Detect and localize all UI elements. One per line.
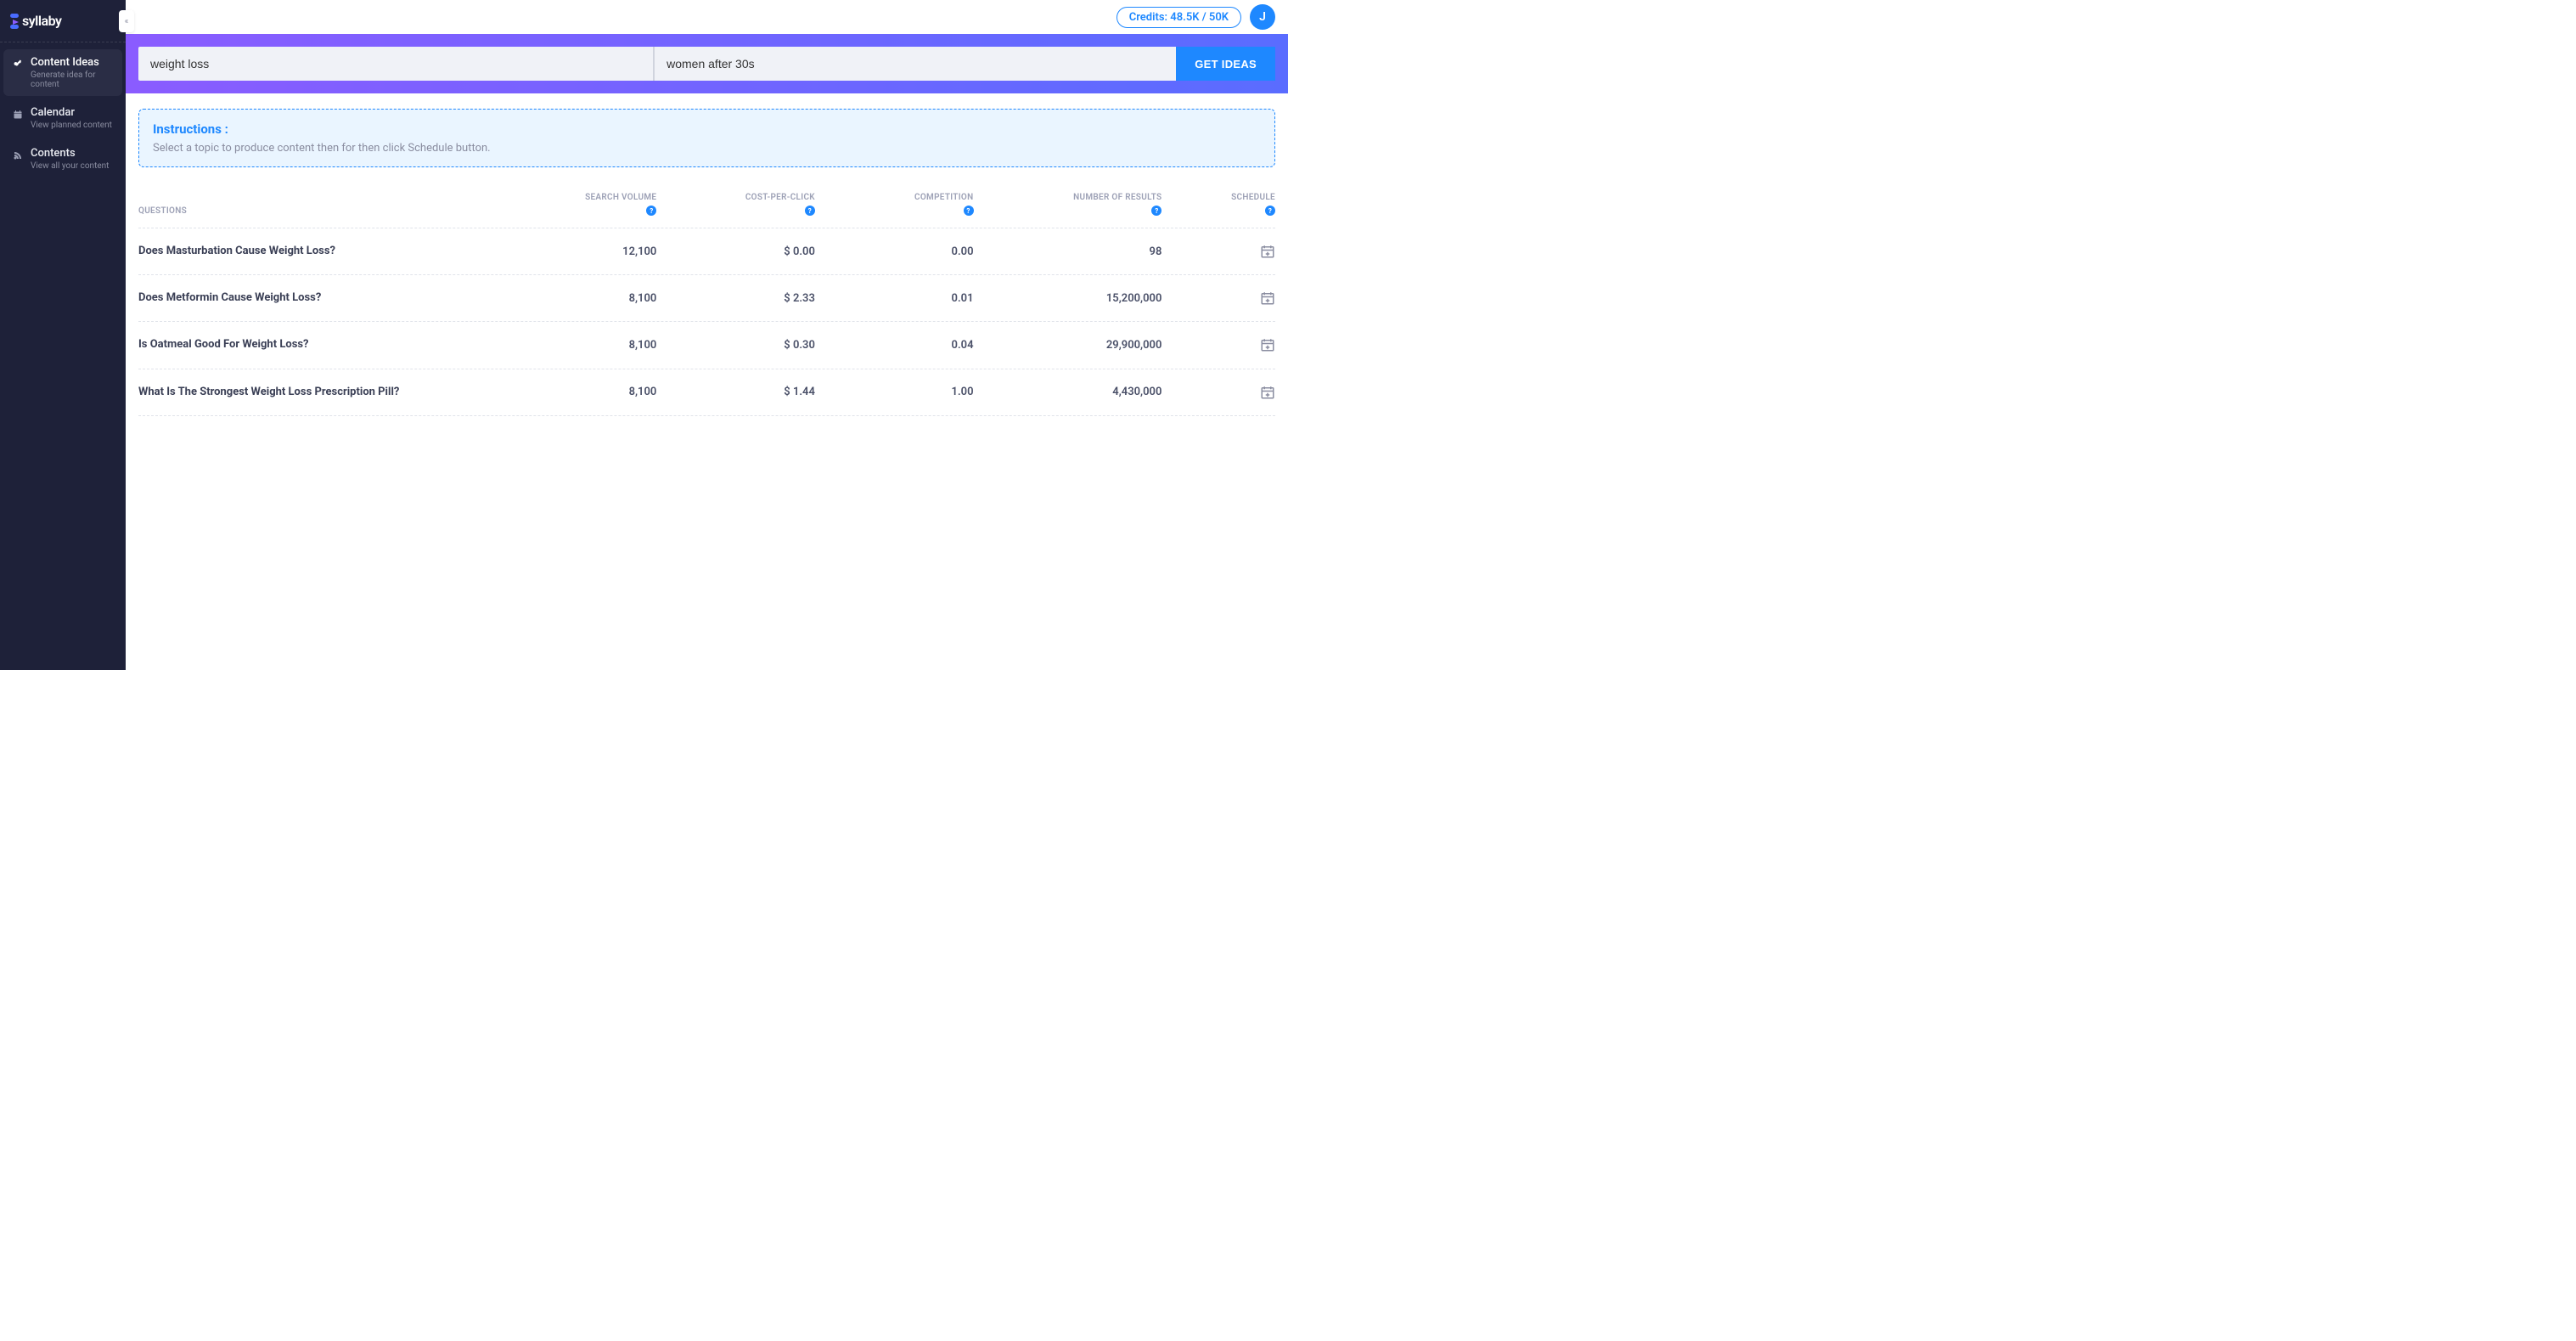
credits-badge[interactable]: Credits: 48.5K / 50K (1116, 7, 1241, 28)
cell-cpc: $ 0.00 (665, 245, 815, 258)
col-cpc: COST-PER-CLICK? (665, 193, 815, 216)
cell-schedule (1170, 244, 1275, 259)
sidebar: syllaby « Content Ideas Generate idea fo… (0, 0, 126, 670)
sidebar-item-contents[interactable]: Contents View all your content (3, 140, 122, 177)
sidebar-item-sub: View all your content (31, 161, 109, 171)
table-row[interactable]: Does Masturbation Cause Weight Loss? 12,1… (138, 228, 1275, 275)
schedule-icon[interactable] (1260, 290, 1275, 306)
cell-results: 29,900,000 (982, 339, 1162, 352)
results-table: QUESTIONS? SEARCH VOLUME? COST-PER-CLICK… (138, 184, 1275, 416)
table-row[interactable]: What Is The Strongest Weight Loss Prescr… (138, 369, 1275, 416)
table-row[interactable]: Does Metformin Cause Weight Loss? 8,100 $ … (138, 275, 1275, 322)
logo-mark-icon (10, 14, 22, 29)
blog-icon (12, 149, 24, 161)
cell-search-volume: 8,100 (507, 339, 657, 352)
schedule-icon[interactable] (1260, 244, 1275, 259)
cell-question: Does Masturbation Cause Weight Loss? (138, 244, 498, 259)
cell-question: Is Oatmeal Good For Weight Loss? (138, 337, 498, 352)
logo[interactable]: syllaby (0, 0, 126, 42)
col-competition: COMPETITION? (824, 193, 974, 216)
help-icon[interactable]: ? (1151, 206, 1161, 216)
help-icon[interactable]: ? (805, 206, 815, 216)
schedule-icon[interactable] (1260, 337, 1275, 352)
cell-schedule (1170, 290, 1275, 306)
cell-search-volume: 12,100 (507, 245, 657, 258)
cell-question: What Is The Strongest Weight Loss Prescr… (138, 385, 498, 400)
col-schedule: SCHEDULE? (1170, 193, 1275, 216)
main: Credits: 48.5K / 50K J GET IDEAS Instruc… (126, 0, 1288, 670)
table-header: QUESTIONS? SEARCH VOLUME? COST-PER-CLICK… (138, 184, 1275, 228)
cell-competition: 1.00 (824, 386, 974, 398)
cell-cpc: $ 1.44 (665, 386, 815, 398)
cell-search-volume: 8,100 (507, 292, 657, 305)
sidebar-item-label: Contents (31, 147, 109, 160)
schedule-icon[interactable] (1260, 385, 1275, 400)
cell-schedule (1170, 385, 1275, 400)
search-bar: GET IDEAS (126, 34, 1288, 93)
sidebar-nav: Content Ideas Generate idea for content … (0, 42, 126, 188)
cell-schedule (1170, 337, 1275, 352)
sidebar-item-content-ideas[interactable]: Content Ideas Generate idea for content (3, 49, 122, 96)
sidebar-item-label: Calendar (31, 106, 112, 119)
cell-results: 98 (982, 245, 1162, 258)
cell-results: 4,430,000 (982, 386, 1162, 398)
chevron-left-icon: « (125, 17, 129, 26)
header: Credits: 48.5K / 50K J (126, 0, 1288, 34)
instructions-panel: Instructions : Select a topic to produce… (138, 109, 1275, 167)
cell-competition: 0.01 (824, 292, 974, 305)
sidebar-collapse-button[interactable]: « (119, 10, 134, 32)
sidebar-item-label: Content Ideas (31, 56, 114, 69)
avatar[interactable]: J (1250, 4, 1275, 30)
help-icon[interactable]: ? (646, 206, 656, 216)
cell-cpc: $ 2.33 (665, 292, 815, 305)
sidebar-item-sub: Generate idea for content (31, 70, 114, 89)
content-area: Instructions : Select a topic to produce… (126, 93, 1288, 670)
sidebar-item-sub: View planned content (31, 121, 112, 130)
instructions-title: Instructions : (153, 121, 1261, 137)
col-results: NUMBER OF RESULTS? (982, 193, 1162, 216)
instructions-body: Select a topic to produce content then f… (153, 142, 1261, 155)
cell-question: Does Metformin Cause Weight Loss? (138, 290, 498, 306)
cell-results: 15,200,000 (982, 292, 1162, 305)
get-ideas-button[interactable]: GET IDEAS (1176, 47, 1275, 81)
audience-input[interactable] (654, 47, 1169, 81)
topic-input[interactable] (138, 47, 654, 81)
help-icon[interactable]: ? (1265, 206, 1275, 216)
col-questions: QUESTIONS? (138, 206, 498, 216)
calendar-icon (12, 109, 24, 121)
cell-competition: 0.04 (824, 339, 974, 352)
cell-cpc: $ 0.30 (665, 339, 815, 352)
col-search-volume: SEARCH VOLUME? (507, 193, 657, 216)
table-row[interactable]: Is Oatmeal Good For Weight Loss? 8,100 $ 0… (138, 322, 1275, 369)
cell-search-volume: 8,100 (507, 386, 657, 398)
logo-text: syllaby (22, 13, 61, 29)
help-icon[interactable]: ? (964, 206, 974, 216)
key-icon (12, 59, 24, 70)
cell-competition: 0.00 (824, 245, 974, 258)
sidebar-item-calendar[interactable]: Calendar View planned content (3, 99, 122, 137)
